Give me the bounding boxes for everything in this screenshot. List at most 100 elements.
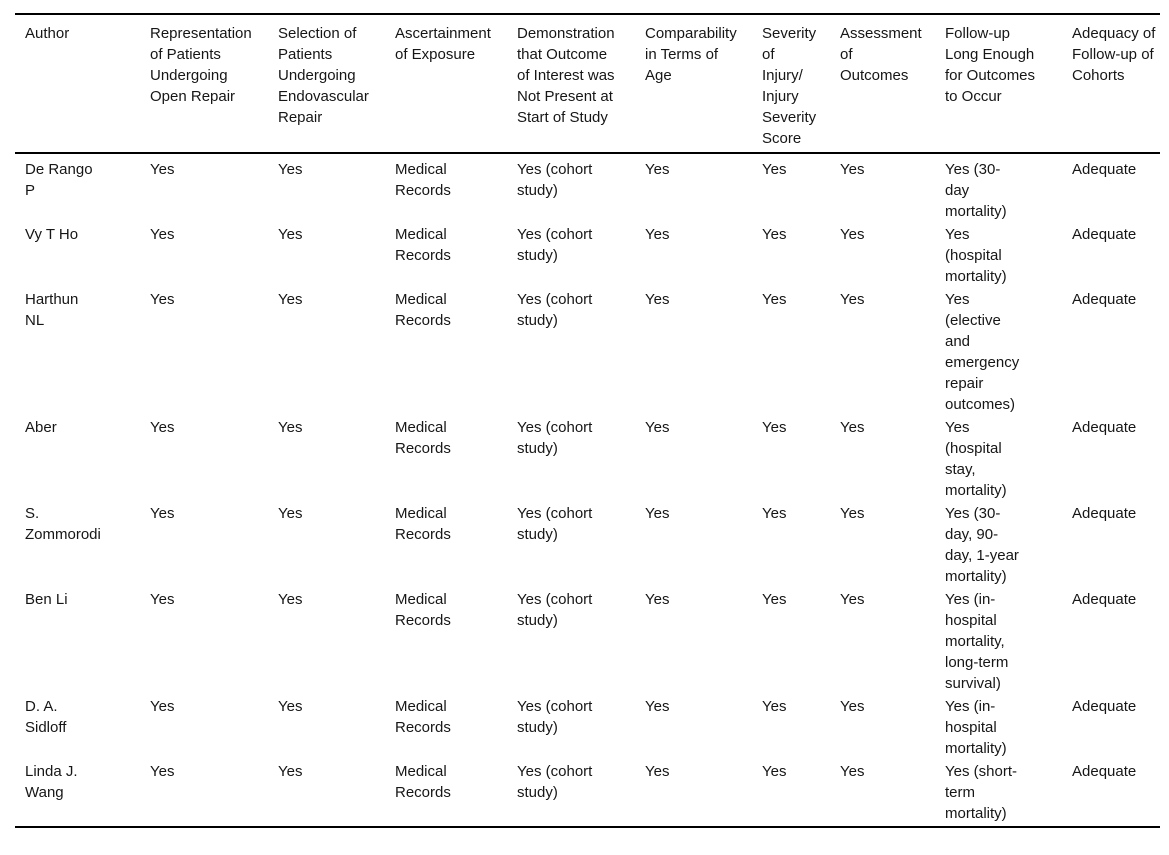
page: Author Representation of Patients Undergo… bbox=[0, 13, 1169, 855]
cell-linda-j-wang-ascertainment: Medical Records bbox=[395, 763, 451, 801]
column-header-selection: Selection of Patients Undergoing Endovas… bbox=[278, 14, 395, 154]
cell-de-rango-p-author: De Rango P bbox=[25, 161, 93, 199]
table-row-ben-li: Ben Li Yes Yes Medical Records Yes (cohort s… bbox=[15, 589, 1160, 696]
column-header-comparability: Comparability in Terms of Age bbox=[645, 14, 762, 154]
cell-vy-t-ho-selection: Yes bbox=[278, 226, 303, 243]
cell-aber-author: Aber bbox=[25, 419, 57, 436]
cell-d-a-sidloff-comparability: Yes bbox=[645, 698, 670, 715]
cell-vy-t-ho-demonstration: Yes (cohort study) bbox=[517, 226, 593, 264]
cell-ben-li-representation: Yes bbox=[150, 591, 175, 608]
cell-ben-li-assessment: Yes bbox=[840, 591, 865, 608]
cell-vy-t-ho-assessment: Yes bbox=[840, 226, 865, 243]
cell-vy-t-ho-ascertainment: Medical Records bbox=[395, 226, 451, 264]
cell-vy-t-ho-representation: Yes bbox=[150, 226, 175, 243]
cell-s-zommorodi-demonstration: Yes (cohort study) bbox=[517, 505, 593, 543]
cell-aber-assessment: Yes bbox=[840, 419, 865, 436]
cell-de-rango-p-assessment: Yes bbox=[840, 161, 865, 178]
table-row-s-zommorodi: S. Zommorodi Yes Yes Medical Records Yes (co… bbox=[15, 503, 1160, 589]
cell-linda-j-wang-comparability: Yes bbox=[645, 763, 670, 780]
column-header-followup: Follow-up Long Enough for Outcomes to Oc… bbox=[945, 14, 1072, 154]
cell-vy-t-ho-comparability: Yes bbox=[645, 226, 670, 243]
column-header-ascertainment: Ascertainment of Exposure bbox=[395, 14, 517, 154]
cell-linda-j-wang-assessment: Yes bbox=[840, 763, 865, 780]
cell-harthun-nl-adequacy: Adequate bbox=[1072, 291, 1137, 308]
cell-aber-selection: Yes bbox=[278, 419, 303, 436]
cell-harthun-nl-demonstration: Yes (cohort study) bbox=[517, 291, 593, 329]
cell-d-a-sidloff-severity: Yes bbox=[762, 698, 787, 715]
cell-d-a-sidloff-representation: Yes bbox=[150, 698, 175, 715]
cell-harthun-nl-representation: Yes bbox=[150, 291, 175, 308]
cell-d-a-sidloff-selection: Yes bbox=[278, 698, 303, 715]
cell-ben-li-followup: Yes (in- hospital mortality, long-term s… bbox=[945, 591, 1009, 692]
cell-aber-followup: Yes (hospital stay, mortality) bbox=[945, 419, 1007, 499]
cell-de-rango-p-severity: Yes bbox=[762, 161, 787, 178]
cell-ben-li-selection: Yes bbox=[278, 591, 303, 608]
cell-de-rango-p-demonstration: Yes (cohort study) bbox=[517, 161, 593, 199]
cell-aber-adequacy: Adequate bbox=[1072, 419, 1137, 436]
cell-ben-li-author: Ben Li bbox=[25, 591, 68, 608]
cell-d-a-sidloff-adequacy: Adequate bbox=[1072, 698, 1137, 715]
column-header-demonstration: Demonstration that Outcome of Interest w… bbox=[517, 14, 645, 154]
cell-ben-li-ascertainment: Medical Records bbox=[395, 591, 451, 629]
cell-harthun-nl-comparability: Yes bbox=[645, 291, 670, 308]
column-header-assessment: Assessment of Outcomes bbox=[840, 14, 945, 154]
cell-linda-j-wang-selection: Yes bbox=[278, 763, 303, 780]
cell-aber-comparability: Yes bbox=[645, 419, 670, 436]
cell-aber-ascertainment: Medical Records bbox=[395, 419, 451, 457]
table-body: De Rango P Yes Yes Medical Records Yes (coho… bbox=[15, 153, 1160, 827]
cell-de-rango-p-ascertainment: Medical Records bbox=[395, 161, 451, 199]
cell-d-a-sidloff-followup: Yes (in- hospital mortality) bbox=[945, 698, 1007, 757]
cell-vy-t-ho-author: Vy T Ho bbox=[25, 226, 79, 243]
cell-s-zommorodi-assessment: Yes bbox=[840, 505, 865, 522]
cell-de-rango-p-selection: Yes bbox=[278, 161, 303, 178]
cell-linda-j-wang-representation: Yes bbox=[150, 763, 175, 780]
cell-linda-j-wang-followup: Yes (short- term mortality) bbox=[945, 763, 1017, 822]
cell-harthun-nl-selection: Yes bbox=[278, 291, 303, 308]
cell-d-a-sidloff-author: D. A. Sidloff bbox=[25, 698, 67, 736]
cell-d-a-sidloff-demonstration: Yes (cohort study) bbox=[517, 698, 593, 736]
table-row-vy-t-ho: Vy T Ho Yes Yes Medical Records Yes (cohort … bbox=[15, 224, 1160, 289]
cell-harthun-nl-author: Harthun NL bbox=[25, 291, 79, 329]
cell-harthun-nl-ascertainment: Medical Records bbox=[395, 291, 451, 329]
cell-s-zommorodi-ascertainment: Medical Records bbox=[395, 505, 451, 543]
cell-harthun-nl-severity: Yes bbox=[762, 291, 787, 308]
cell-vy-t-ho-followup: Yes (hospital mortality) bbox=[945, 226, 1007, 285]
table-row-aber: Aber Yes Yes Medical Records Yes (cohort stu… bbox=[15, 417, 1160, 503]
cell-s-zommorodi-representation: Yes bbox=[150, 505, 175, 522]
cell-de-rango-p-comparability: Yes bbox=[645, 161, 670, 178]
cell-aber-severity: Yes bbox=[762, 419, 787, 436]
cell-de-rango-p-followup: Yes (30- day mortality) bbox=[945, 161, 1007, 220]
cell-aber-demonstration: Yes (cohort study) bbox=[517, 419, 593, 457]
cell-linda-j-wang-severity: Yes bbox=[762, 763, 787, 780]
cell-de-rango-p-adequacy: Adequate bbox=[1072, 161, 1137, 178]
column-header-author: Author bbox=[15, 14, 150, 154]
table-row-linda-j-wang: Linda J. Wang Yes Yes Medical Records Yes (c… bbox=[15, 761, 1160, 827]
cell-s-zommorodi-adequacy: Adequate bbox=[1072, 505, 1137, 522]
cell-linda-j-wang-adequacy: Adequate bbox=[1072, 763, 1137, 780]
cell-vy-t-ho-adequacy: Adequate bbox=[1072, 226, 1137, 243]
cell-d-a-sidloff-assessment: Yes bbox=[840, 698, 865, 715]
cell-d-a-sidloff-ascertainment: Medical Records bbox=[395, 698, 451, 736]
cell-de-rango-p-representation: Yes bbox=[150, 161, 175, 178]
quality-assessment-table: Author Representation of Patients Undergo… bbox=[15, 13, 1160, 828]
table-header: Author Representation of Patients Undergo… bbox=[15, 14, 1160, 154]
cell-aber-representation: Yes bbox=[150, 419, 175, 436]
header-row: Author Representation of Patients Undergo… bbox=[15, 14, 1160, 154]
cell-ben-li-demonstration: Yes (cohort study) bbox=[517, 591, 593, 629]
table-row-d-a-sidloff: D. A. Sidloff Yes Yes Medical Records Yes (c… bbox=[15, 696, 1160, 761]
cell-ben-li-adequacy: Adequate bbox=[1072, 591, 1137, 608]
cell-harthun-nl-followup: Yes (elective and emergency repair outco… bbox=[945, 291, 1020, 413]
cell-vy-t-ho-severity: Yes bbox=[762, 226, 787, 243]
table-row-harthun-nl: Harthun NL Yes Yes Medical Records Yes (coho… bbox=[15, 289, 1160, 417]
column-header-severity: Severity of Injury/ Injury Severity Scor… bbox=[762, 14, 840, 154]
column-header-adequacy: Adequacy of Follow-up of Cohorts bbox=[1072, 14, 1160, 154]
cell-harthun-nl-assessment: Yes bbox=[840, 291, 865, 308]
cell-s-zommorodi-followup: Yes (30- day, 90- day, 1-year mortality) bbox=[945, 505, 1019, 585]
cell-s-zommorodi-selection: Yes bbox=[278, 505, 303, 522]
cell-s-zommorodi-comparability: Yes bbox=[645, 505, 670, 522]
cell-s-zommorodi-author: S. Zommorodi bbox=[25, 505, 101, 543]
cell-s-zommorodi-severity: Yes bbox=[762, 505, 787, 522]
cell-ben-li-severity: Yes bbox=[762, 591, 787, 608]
cell-ben-li-comparability: Yes bbox=[645, 591, 670, 608]
column-header-representation: Representation of Patients Undergoing Op… bbox=[150, 14, 278, 154]
